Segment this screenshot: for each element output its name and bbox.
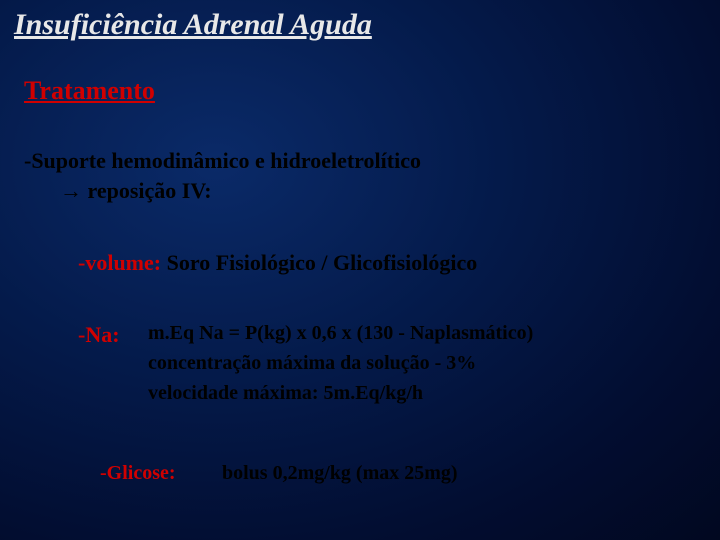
slide-title: Insuficiência Adrenal Aguda — [14, 8, 372, 42]
volume-label: -volume: — [78, 250, 161, 275]
na-line-3: velocidade máxima: 5m.Eq/kg/h — [148, 382, 423, 405]
volume-text: Soro Fisiológico / Glicofisiológico — [161, 250, 477, 275]
glicose-label: -Glicose: — [100, 462, 176, 485]
row-volume: -volume: Soro Fisiológico / Glicofisioló… — [78, 250, 477, 276]
glicose-text: bolus 0,2mg/kg (max 25mg) — [222, 462, 458, 485]
line-reposicao-text: reposição IV: — [82, 178, 212, 203]
na-label: -Na: — [78, 322, 120, 348]
na-line-2: concentração máxima da solução - 3% — [148, 352, 476, 375]
slide-subtitle: Tratamento — [24, 76, 155, 106]
line-reposicao: → reposição IV: — [60, 178, 212, 204]
line-suporte: -Suporte hemodinâmico e hidroeletrolític… — [24, 148, 421, 174]
na-line-1: m.Eq Na = P(kg) x 0,6 x (130 - Naplasmát… — [148, 322, 533, 345]
arrow-icon: → — [60, 178, 82, 203]
